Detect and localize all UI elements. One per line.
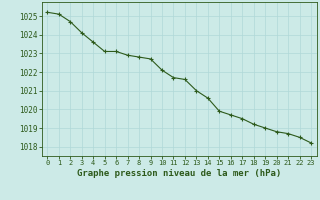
X-axis label: Graphe pression niveau de la mer (hPa): Graphe pression niveau de la mer (hPa) bbox=[77, 169, 281, 178]
